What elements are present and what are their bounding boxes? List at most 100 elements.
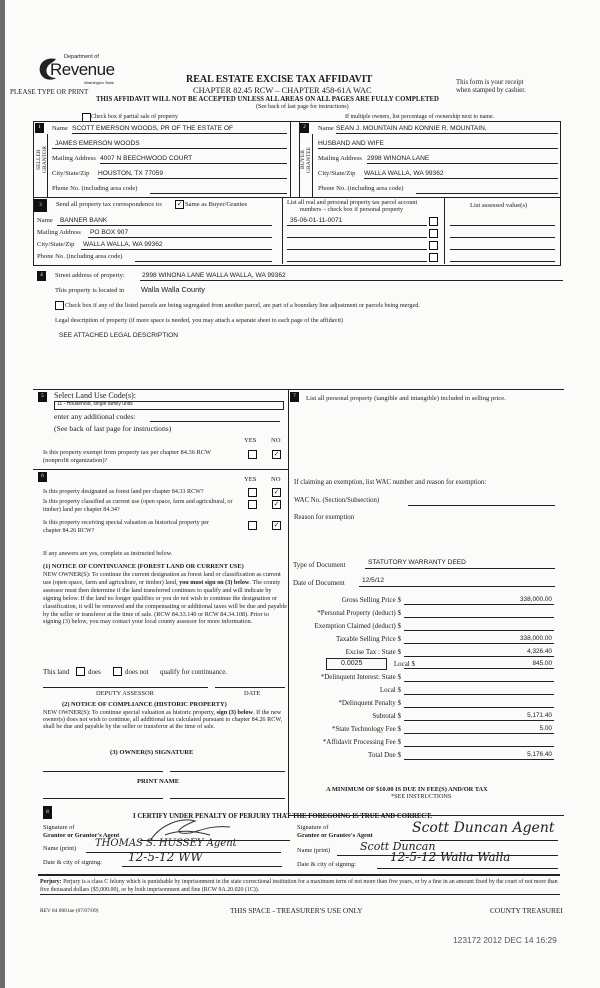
deputy-assessor-line[interactable] — [43, 687, 208, 688]
field-line — [140, 280, 563, 281]
corr-mailing[interactable]: PO BOX 907 — [90, 229, 129, 236]
owner-signature-line[interactable] — [43, 771, 163, 772]
grantee-name-label: Name (print) — [297, 847, 331, 854]
fee-label: *Affidavit Processing Fee $ — [322, 738, 401, 746]
parties-box — [33, 121, 561, 266]
field-line — [337, 855, 558, 856]
field-line — [416, 193, 558, 194]
owner-print-line[interactable] — [170, 798, 285, 799]
divider — [312, 134, 313, 197]
seller-name-line2[interactable]: JAMES EMERSON WOODS — [55, 140, 140, 147]
corr-city[interactable]: WALLA WALLA, WA 99362 — [83, 241, 163, 248]
land-use-selected: 11 - Household, single family units — [57, 401, 133, 407]
fee-value[interactable]: 5,171.40 — [527, 712, 552, 719]
does-qualify-checkbox[interactable] — [76, 667, 85, 676]
fee-value[interactable]: 4,326.40 — [527, 648, 552, 655]
segregated-checkbox[interactable] — [55, 301, 64, 310]
notice-text: NEW OWNER(S): To continue the current de… — [43, 571, 281, 586]
personal-property-checkbox-3[interactable] — [429, 241, 438, 250]
property-county[interactable]: Walla Walla County — [141, 285, 205, 294]
exempt-yes-checkbox[interactable] — [248, 450, 257, 459]
historic-no-checkbox[interactable]: ✓ — [272, 521, 281, 530]
buyer-grantee-label: BUYER GRANTEE — [300, 146, 312, 174]
doc-type[interactable]: STATUTORY WARRANTY DEED — [368, 559, 466, 566]
fee-line — [404, 681, 554, 682]
grantee-sig-label-1: Signature of — [297, 824, 329, 831]
personal-property-checkbox-4[interactable] — [429, 253, 438, 262]
forest-no-checkbox[interactable]: ✓ — [272, 488, 281, 497]
land-use-select[interactable]: 11 - Household, single family units — [54, 401, 284, 410]
fee-label: Local $ — [393, 660, 415, 668]
field-line — [365, 568, 555, 569]
grantor-signature-scribble — [149, 819, 231, 842]
notice-text: NEW OWNER(S): To continue special valuat… — [43, 709, 215, 716]
fee-value[interactable]: 5,176.40 — [527, 751, 552, 758]
grantee-name[interactable]: Scott Duncan — [360, 840, 436, 853]
grantor-date[interactable]: 12-5-12 WW — [128, 850, 203, 864]
logo-main: Revenue — [50, 60, 115, 79]
buyer-mailing[interactable]: 2998 WINONA LANE — [367, 155, 430, 162]
fee-label: Taxable Selling Price $ — [335, 635, 401, 643]
fee-line — [404, 759, 554, 760]
personal-property-checkbox-1[interactable] — [429, 217, 438, 226]
if-yes-note: If any answers are yes, complete as inst… — [43, 551, 173, 557]
minimum-note: A MINIMUM OF $10.00 IS DUE IN FEE(S) AND… — [326, 786, 488, 793]
does-not-qualify-checkbox[interactable] — [113, 667, 122, 676]
divider — [288, 389, 564, 390]
grantor-name[interactable]: THOMAS S. HUSSEY Agent — [95, 838, 237, 849]
corr-city-label: City/State/Zip — [37, 241, 75, 248]
doc-date[interactable]: 12/5/12 — [362, 577, 384, 584]
fee-label: Excise Tax : State $ — [345, 648, 401, 656]
assessor-date-line[interactable] — [215, 687, 285, 688]
fee-label: *Delinquent Penalty $ — [338, 699, 401, 707]
grantee-date[interactable]: 12-5-12 Walla Walla — [390, 850, 511, 864]
fee-label: Exemption Claimed (deduct) $ — [314, 622, 401, 630]
affidavit-warning: THIS AFFIDAVIT WILL NOT BE ACCEPTED UNLE… — [96, 96, 439, 103]
additional-codes-input[interactable] — [150, 421, 280, 422]
seller-name-line1[interactable]: SCOTT EMERSON WOODS, PR OF THE ESTATE OF — [72, 125, 234, 132]
buyer-name-line1[interactable]: SEAN J. MOUNTAIN AND KONNIE R. MOUNTAIN, — [336, 125, 487, 132]
seller-city[interactable]: HOUSTON, TX 77059 — [98, 170, 163, 177]
owner-signature-line[interactable] — [170, 771, 285, 772]
corr-name[interactable]: BANNER BANK — [60, 217, 108, 224]
forest-yes-checkbox[interactable] — [248, 488, 257, 497]
parcel-number-1[interactable]: 35-06-01-11-0071 — [290, 217, 343, 224]
owner-print-line[interactable] — [43, 798, 163, 799]
qualify-label: qualify for continuance. — [160, 668, 228, 676]
exempt-question: Is this property exempt from property ta… — [43, 449, 211, 465]
historic-yes-checkbox[interactable] — [248, 521, 257, 530]
property-street[interactable]: 2998 WINONA LANE WALLA WALLA, WA 99362 — [142, 272, 286, 279]
fee-label: *State Technology Fee $ — [331, 725, 401, 733]
personal-property-checkbox-2[interactable] — [429, 229, 438, 238]
land-use-label: Select Land Use Code(s): — [54, 391, 136, 400]
local-rate-box[interactable]: 0.0025 — [326, 658, 387, 670]
fee-value[interactable]: 338,000.00 — [520, 596, 552, 603]
grantor-sig-label-2: Grantor or Grantor's Agent — [43, 832, 120, 839]
seller-mailing[interactable]: 4007 N BEECHWOOD COURT — [100, 155, 193, 162]
field-line — [364, 178, 558, 179]
field-line — [86, 852, 281, 853]
grantor-signature-field[interactable] — [140, 840, 290, 841]
receipt-note-1: This form is your receipt — [456, 79, 524, 86]
fee-value[interactable]: 338,000.00 — [520, 635, 552, 642]
buyer-name-line2[interactable]: HUSBAND AND WIFE — [318, 140, 384, 147]
buyer-city[interactable]: WALLA WALLA, WA 99362 — [364, 170, 444, 177]
fee-value[interactable]: 5.00 — [539, 725, 552, 732]
assessed-line — [450, 261, 555, 262]
legal-description[interactable]: SEE ATTACHED LEGAL DESCRIPTION — [59, 332, 178, 339]
field-line — [367, 163, 558, 164]
same-as-buyer-label: Same as Buyer/Grantee — [185, 201, 248, 208]
fee-value[interactable]: 845.00 — [532, 660, 552, 667]
divider — [33, 197, 560, 198]
current-use-yes-checkbox[interactable] — [248, 500, 257, 509]
field-line — [88, 237, 272, 238]
exempt-no-checkbox[interactable]: ✓ — [272, 450, 281, 459]
same-as-buyer-checkbox[interactable]: ✓ — [175, 200, 184, 209]
fee-line — [404, 694, 554, 695]
grantee-signature[interactable]: Scott Duncan Agent — [412, 820, 555, 836]
current-use-no-checkbox[interactable]: ✓ — [272, 500, 281, 509]
buyer-phone-label: Phone No. (including area code) — [318, 185, 404, 192]
parcels-header-2: numbers – check box if personal property — [300, 206, 404, 213]
wac-input[interactable] — [408, 505, 555, 506]
this-land-label: This land — [43, 668, 70, 676]
